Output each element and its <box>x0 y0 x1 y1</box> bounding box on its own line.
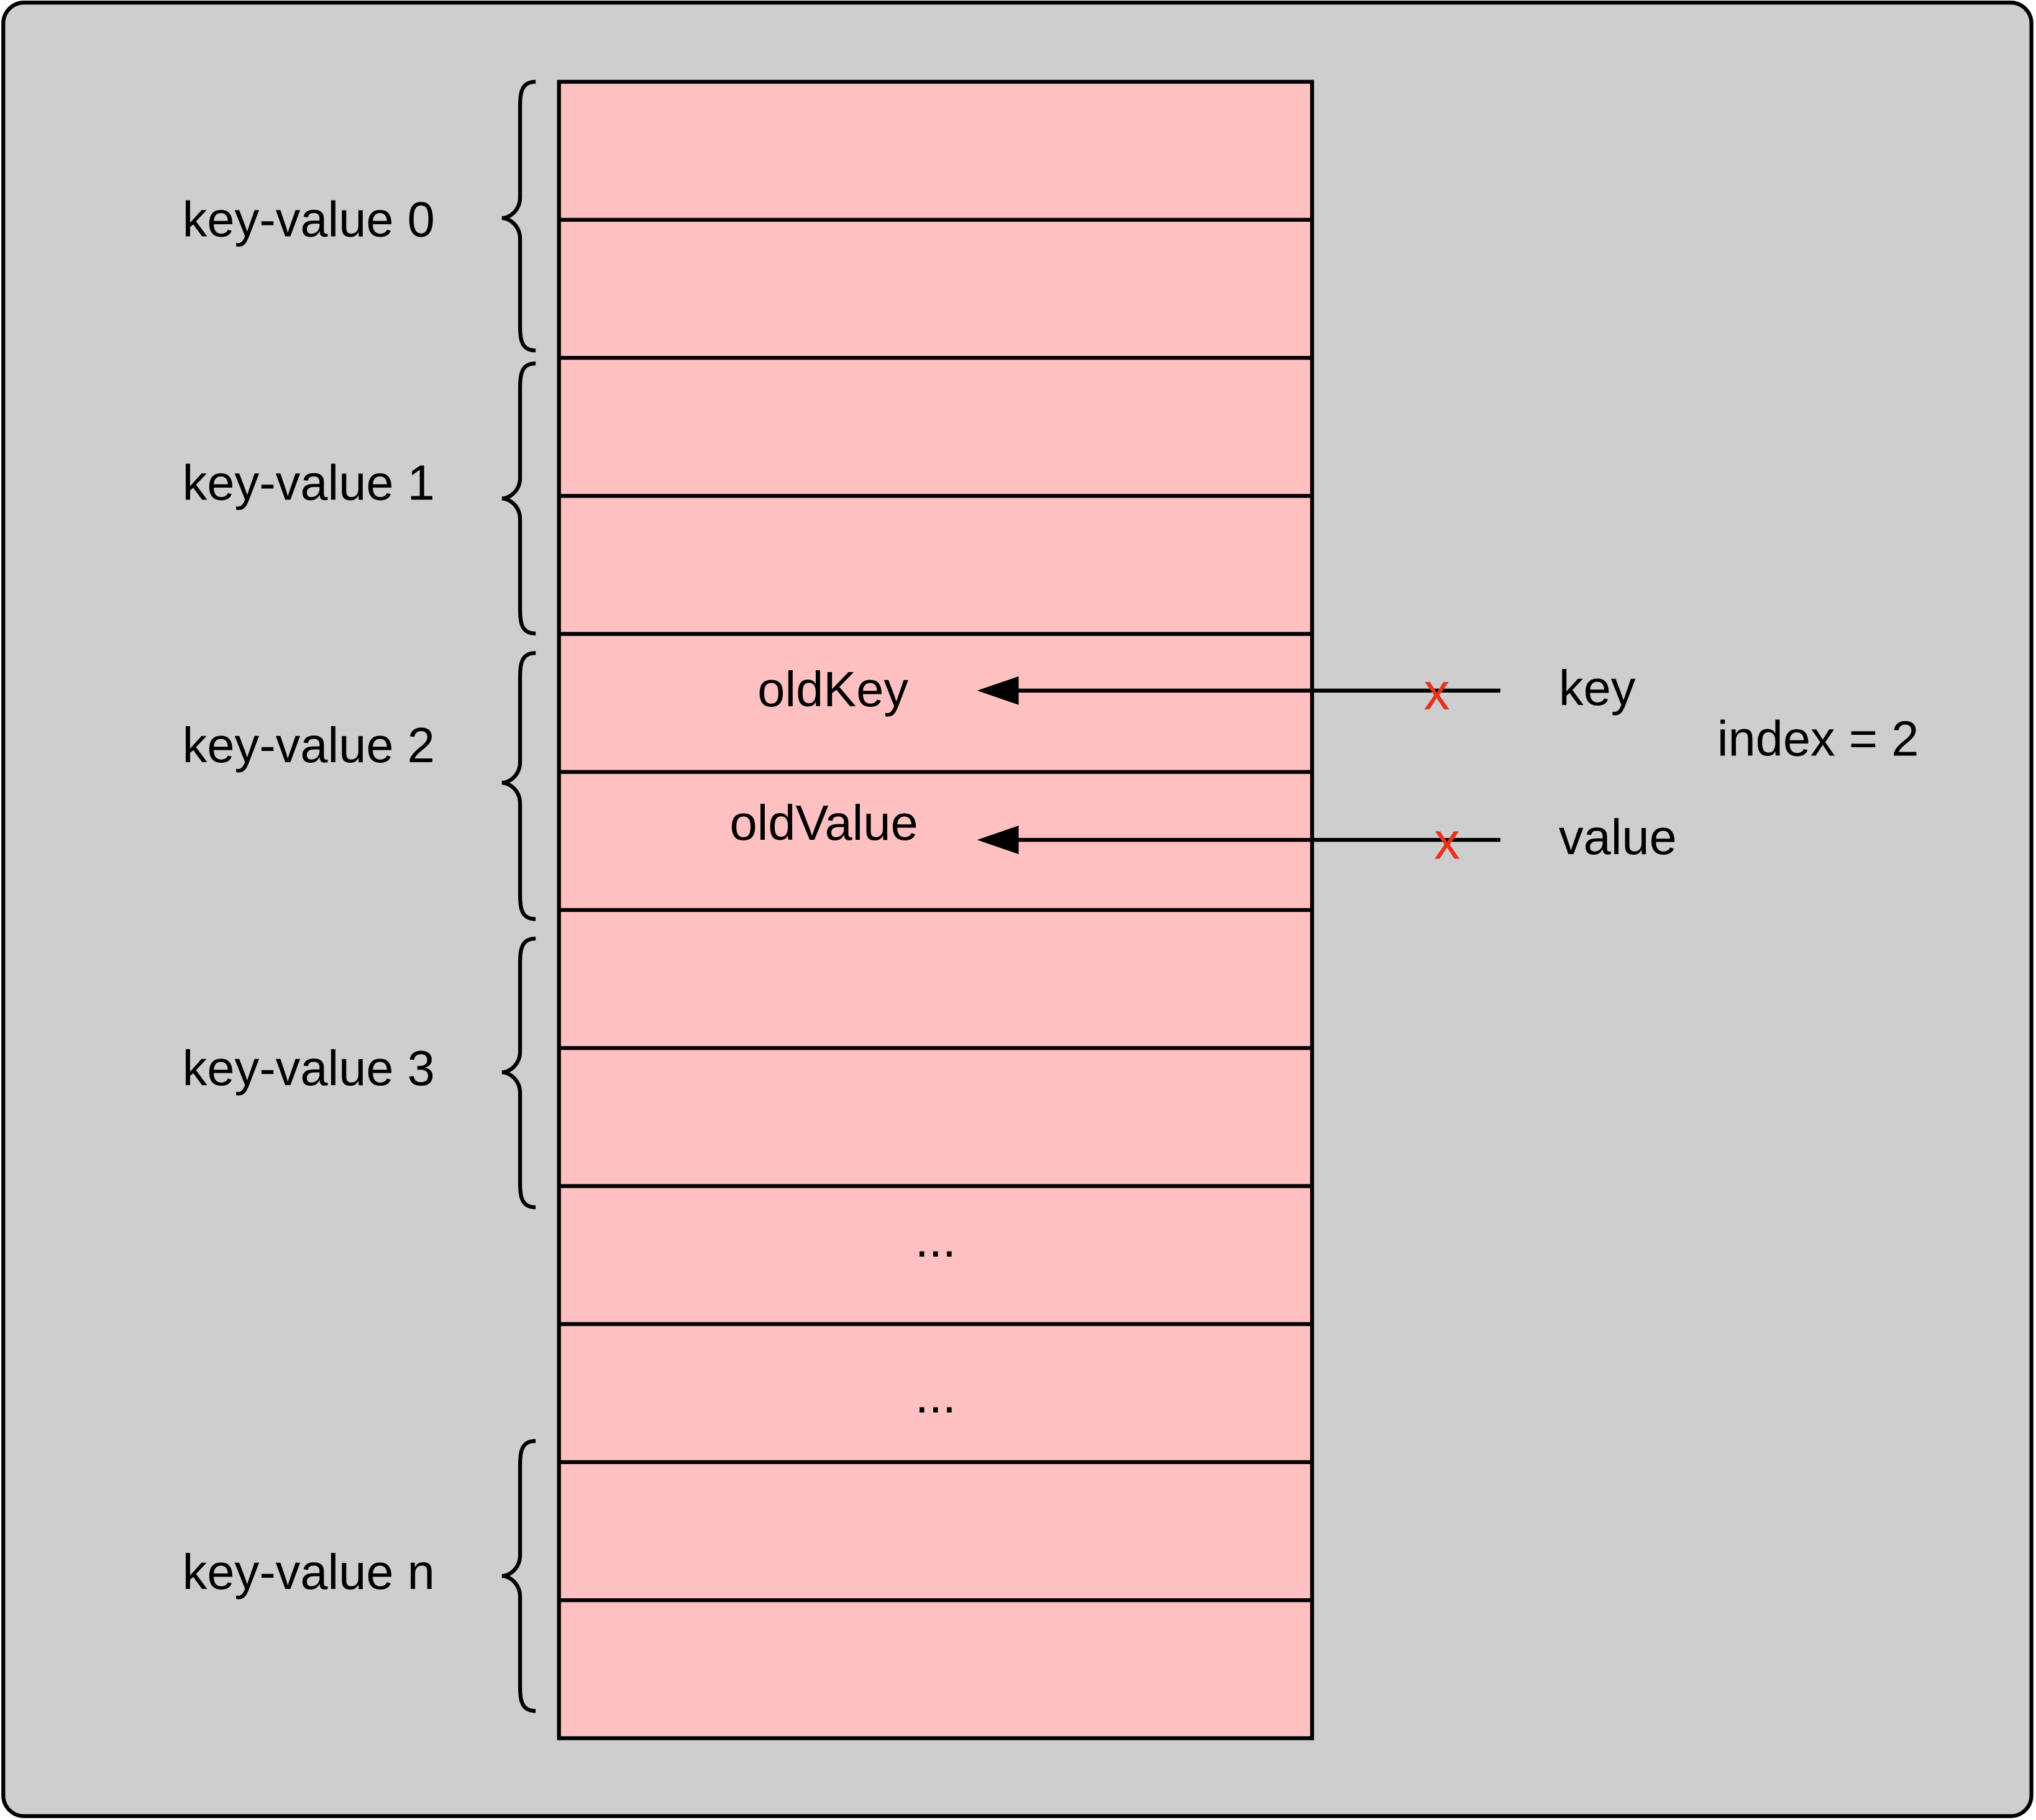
group-label: key-value 0 <box>183 191 435 247</box>
arrowhead <box>977 826 1019 855</box>
group-label: key-value n <box>183 1544 435 1599</box>
cell-text: oldKey <box>757 662 908 717</box>
arrowhead <box>977 676 1019 705</box>
cell-text: oldValue <box>729 795 918 850</box>
array-rows <box>559 217 1312 1603</box>
group-label: key-value 1 <box>183 455 435 511</box>
brace <box>501 80 536 353</box>
cross-mark: x <box>1434 812 1460 870</box>
cell-text: ... <box>915 1368 956 1423</box>
cross-mark: x <box>1424 662 1450 721</box>
brace <box>501 936 536 1209</box>
brace <box>501 651 536 921</box>
group-label: key-value 3 <box>183 1040 435 1096</box>
brace <box>501 362 536 635</box>
value-label: value <box>1559 809 1677 865</box>
index-label: index = 2 <box>1717 711 1919 766</box>
brace <box>501 1439 536 1713</box>
group-label: key-value 2 <box>183 717 435 773</box>
cell-text: ... <box>915 1212 956 1267</box>
key-label: key <box>1559 660 1636 716</box>
group-braces <box>501 80 536 1713</box>
